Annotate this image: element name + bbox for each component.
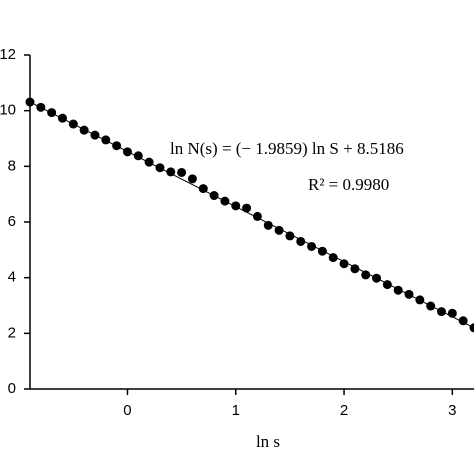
- point: [372, 273, 382, 283]
- point: [166, 167, 176, 177]
- point: [458, 316, 468, 326]
- point: [307, 241, 317, 251]
- point: [447, 308, 457, 318]
- point: [350, 264, 360, 274]
- y-tick-label: 4: [8, 269, 16, 286]
- x-axis-label: ln s: [256, 432, 280, 451]
- y-tick-label: 0: [8, 380, 16, 397]
- point: [101, 135, 111, 145]
- point: [404, 289, 414, 299]
- point: [426, 301, 436, 311]
- point: [382, 280, 392, 290]
- point: [25, 97, 35, 107]
- point: [133, 151, 143, 161]
- point: [469, 323, 474, 333]
- point: [220, 196, 230, 206]
- point: [231, 201, 241, 211]
- r-squared: R² = 0.9980: [308, 175, 389, 194]
- point: [36, 102, 46, 112]
- point: [274, 225, 284, 235]
- y-tick-label: 8: [8, 157, 16, 174]
- point: [57, 113, 67, 123]
- y-tick-label: 12: [0, 46, 16, 63]
- point: [415, 295, 425, 305]
- point: [68, 119, 78, 129]
- point: [112, 141, 122, 151]
- point: [242, 203, 252, 213]
- x-tick-label: 2: [340, 402, 348, 419]
- y-tick-label: 10: [0, 102, 16, 119]
- point: [328, 253, 338, 263]
- point: [437, 307, 447, 317]
- point: [79, 125, 89, 135]
- y-tick-label: 6: [8, 213, 16, 230]
- point: [209, 191, 219, 201]
- x-tick-label: 3: [448, 402, 456, 419]
- point: [393, 285, 403, 295]
- y-tick-label: 2: [8, 324, 16, 341]
- point: [187, 174, 197, 184]
- point: [47, 108, 57, 118]
- x-tick-label: 0: [123, 402, 131, 419]
- fit-equation: ln N(s) = (− 1.9859) ln S + 8.5186: [170, 139, 404, 158]
- point: [198, 184, 208, 194]
- point: [90, 130, 100, 140]
- point: [296, 236, 306, 246]
- point: [177, 167, 187, 177]
- point: [122, 147, 132, 157]
- point: [285, 231, 295, 241]
- point: [155, 163, 165, 173]
- point: [361, 270, 371, 280]
- x-tick-label: 1: [232, 402, 240, 419]
- point: [263, 220, 273, 230]
- point: [252, 211, 262, 221]
- point: [144, 157, 154, 167]
- point: [317, 246, 327, 256]
- point: [339, 259, 349, 269]
